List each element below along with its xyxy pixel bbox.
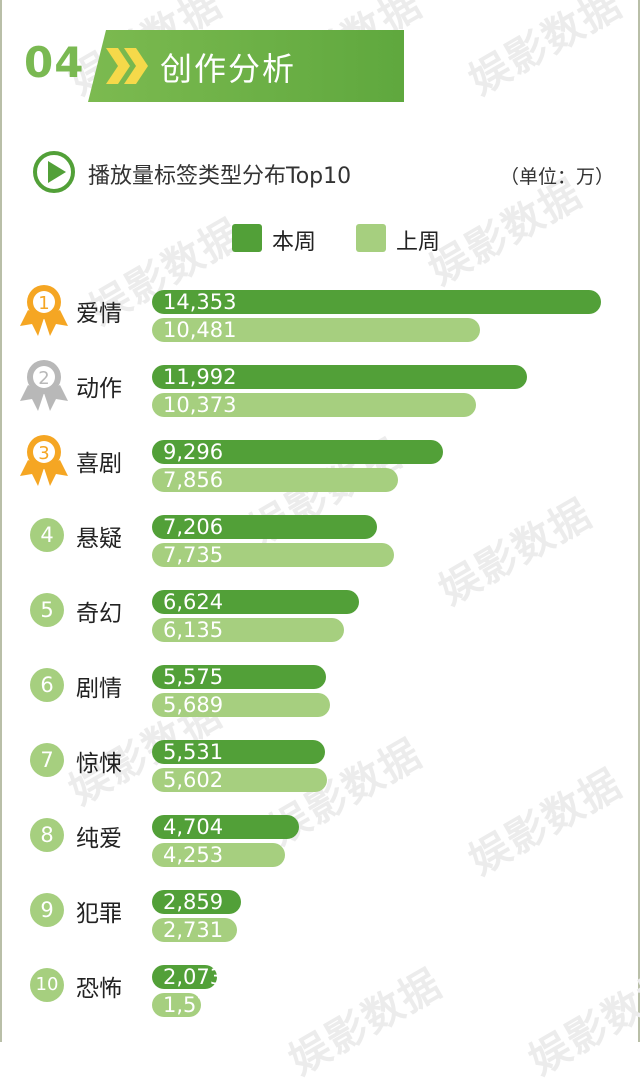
category-label: 喜剧 [76, 451, 122, 477]
rank-number: 1 [38, 293, 49, 314]
bar-current-week: 5,575 [152, 665, 326, 689]
bar-value-label: 10,373 [163, 393, 237, 417]
bar-value-label: 2,859 [163, 890, 224, 914]
play-icon [33, 151, 75, 193]
bar-current-week: 14,353 [152, 290, 601, 314]
rank-number: 4 [30, 518, 64, 552]
bar-current-week: 2,073 [152, 965, 223, 989]
bar-value-label: 14,353 [163, 290, 237, 314]
chart-title: 播放量标签类型分布Top10 [88, 164, 352, 189]
legend-label-previous: 上周 [396, 230, 441, 255]
bar-previous-week: 5,689 [152, 693, 330, 717]
chart-row: 4 悬疑 7,206 7,735 [0, 505, 640, 567]
category-label: 惊悚 [76, 751, 122, 777]
unit-note: （单位：万） [499, 166, 614, 188]
bar-value-label: 7,206 [163, 515, 224, 539]
bar-previous-week: 4,253 [152, 843, 285, 867]
bar-value-label: 5,602 [163, 768, 224, 792]
category-label: 悬疑 [76, 526, 122, 552]
chart-row: 1 爱情 14,353 10,481 [0, 280, 640, 342]
bar-value-label: 2,073 [163, 965, 224, 989]
category-label: 奇幻 [76, 601, 122, 627]
bar-value-label: 5,689 [163, 693, 224, 717]
bar-value-label: 5,531 [163, 740, 224, 764]
category-label: 恐怖 [76, 976, 122, 1002]
section-title: 创作分析 [160, 50, 297, 88]
rank-number: 10 [30, 968, 64, 1002]
double-chevron-icon [106, 48, 148, 84]
rank-medal-icon: 3 [20, 435, 68, 486]
section-header: 04 创作分析 [0, 0, 640, 110]
chart-row: 10 恐怖 2,073 1,570 [0, 955, 640, 1017]
bar-value-label: 7,856 [163, 468, 224, 492]
chart-row: 8 纯爱 4,704 4,253 [0, 805, 640, 867]
category-label: 动作 [76, 376, 122, 402]
bar-value-label: 4,704 [163, 815, 224, 839]
bar-value-label: 2,731 [163, 918, 224, 942]
bar-previous-week: 5,602 [152, 768, 327, 792]
bar-chart: 1 爱情 14,353 10,481 2 动作 11,992 10,373 3 喜剧 9,296 7,… [0, 280, 640, 1020]
frame-right-line [638, 0, 640, 1042]
chart-row: 6 剧情 5,575 5,689 [0, 655, 640, 717]
chart-row: 7 惊悚 5,531 5,602 [0, 730, 640, 792]
rank-medal-icon: 2 [20, 360, 68, 411]
bar-previous-week: 1,570 [152, 993, 223, 1017]
bar-previous-week: 10,373 [152, 393, 476, 417]
chart-row: 2 动作 11,992 10,373 [0, 355, 640, 417]
bar-value-label: 10,481 [163, 318, 237, 342]
bar-value-label: 9,296 [163, 440, 224, 464]
section-number: 04 [24, 38, 85, 87]
bar-value-label: 5,575 [163, 665, 224, 689]
chart-legend: 本周 上周 [0, 218, 640, 258]
bar-current-week: 5,531 [152, 740, 325, 764]
chart-row: 3 喜剧 9,296 7,856 [0, 430, 640, 492]
category-label: 纯爱 [76, 826, 122, 852]
chart-row: 5 奇幻 6,624 6,135 [0, 580, 640, 642]
bar-current-week: 2,859 [152, 890, 241, 914]
legend-label-current: 本周 [272, 230, 317, 255]
rank-number: 3 [38, 443, 49, 464]
bar-current-week: 9,296 [152, 440, 443, 464]
bar-current-week: 11,992 [152, 365, 527, 389]
rank-number: 9 [30, 893, 64, 927]
bar-value-label: 11,992 [163, 365, 237, 389]
bar-previous-week: 7,735 [152, 543, 394, 567]
frame-left-line [0, 0, 2, 1042]
bar-previous-week: 7,856 [152, 468, 398, 492]
category-label: 剧情 [76, 676, 122, 702]
rank-number: 2 [38, 368, 49, 389]
category-label: 爱情 [76, 301, 122, 327]
bar-value-label: 6,624 [163, 590, 224, 614]
legend-swatch-current [232, 224, 262, 252]
bar-current-week: 7,206 [152, 515, 377, 539]
rank-number: 6 [30, 668, 64, 702]
rank-number: 8 [30, 818, 64, 852]
bar-value-label: 7,735 [163, 543, 224, 567]
chart-subtitle-row: 播放量标签类型分布Top10 （单位：万） [0, 148, 640, 198]
bar-value-label: 4,253 [163, 843, 224, 867]
rank-medal-icon: 1 [20, 285, 68, 336]
bar-previous-week: 10,481 [152, 318, 480, 342]
bar-current-week: 4,704 [152, 815, 299, 839]
bar-value-label: 1,570 [163, 993, 224, 1017]
rank-number: 7 [30, 743, 64, 777]
category-label: 犯罪 [76, 901, 122, 927]
bar-previous-week: 6,135 [152, 618, 344, 642]
bar-current-week: 6,624 [152, 590, 359, 614]
legend-swatch-previous [356, 224, 386, 252]
bar-value-label: 6,135 [163, 618, 224, 642]
chart-row: 9 犯罪 2,859 2,731 [0, 880, 640, 942]
bar-previous-week: 2,731 [152, 918, 237, 942]
rank-number: 5 [30, 593, 64, 627]
